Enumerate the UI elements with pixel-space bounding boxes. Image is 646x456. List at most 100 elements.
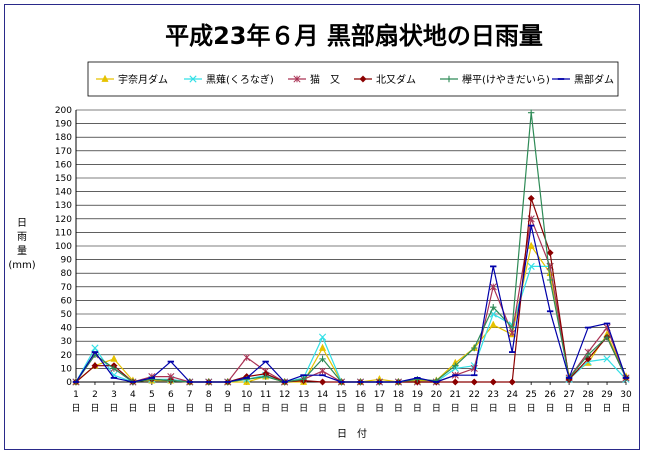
data-point bbox=[546, 276, 554, 284]
x-tick-label: 6 bbox=[168, 390, 174, 400]
data-point bbox=[489, 283, 497, 291]
series-6 bbox=[72, 224, 630, 383]
data-point bbox=[603, 355, 611, 363]
data-point bbox=[489, 378, 497, 386]
data-point bbox=[584, 351, 592, 358]
y-tick-label: 140 bbox=[55, 188, 72, 198]
chart-frame bbox=[4, 4, 640, 450]
legend-marker bbox=[189, 75, 197, 83]
x-tick-unit: 日 bbox=[432, 403, 441, 414]
y-tick-label: 60 bbox=[61, 296, 73, 306]
x-tick-unit: 日 bbox=[451, 403, 460, 414]
x-tick-unit: 日 bbox=[565, 403, 574, 414]
series-line bbox=[75, 112, 627, 383]
x-tick-label: 11 bbox=[260, 390, 271, 400]
data-point bbox=[243, 353, 251, 362]
y-tick-label: 150 bbox=[55, 174, 72, 184]
legend-marker bbox=[293, 75, 301, 83]
data-point bbox=[167, 377, 175, 384]
y-tick-label: 40 bbox=[61, 324, 73, 334]
legend: 宇奈月ダム 黒薙(くろなぎ) 猫 又 北又ダム 欅平(けやきだいら) 黒部ダム bbox=[87, 61, 619, 97]
x-tick-unit: 日 bbox=[470, 403, 479, 414]
plot-area: 0102030405060708090100110120130140150160… bbox=[55, 106, 632, 414]
x-tick-unit: 日 bbox=[394, 403, 403, 414]
data-point bbox=[470, 378, 478, 386]
chart-title: 平成23年６月 黒部扇状地の日雨量 bbox=[165, 22, 543, 50]
data-point bbox=[318, 333, 327, 341]
x-tick-label: 1 bbox=[73, 390, 79, 400]
y-tick-label: 120 bbox=[55, 215, 72, 225]
y-tick-label: 20 bbox=[61, 351, 73, 361]
x-tick-label: 3 bbox=[111, 390, 117, 400]
y-tick-label: 130 bbox=[55, 201, 72, 211]
data-point bbox=[262, 373, 269, 380]
x-tick-label: 18 bbox=[393, 390, 405, 400]
legend-label: 欅平(けやきだいら) bbox=[462, 74, 550, 86]
x-tick-unit: 日 bbox=[128, 403, 137, 414]
x-tick-label: 10 bbox=[241, 390, 253, 400]
series-1 bbox=[72, 241, 630, 385]
x-tick-label: 30 bbox=[620, 390, 632, 400]
x-tick-label: 19 bbox=[412, 390, 424, 400]
x-tick-label: 8 bbox=[206, 390, 212, 400]
x-tick-label: 14 bbox=[317, 390, 329, 400]
data-point bbox=[490, 304, 497, 311]
data-point bbox=[318, 378, 327, 386]
data-point bbox=[110, 354, 118, 362]
x-tick-unit: 日 bbox=[109, 403, 118, 414]
x-tick-label: 20 bbox=[431, 390, 443, 400]
x-axis-label: 日 付 bbox=[337, 427, 367, 440]
x-tick-label: 23 bbox=[488, 390, 499, 400]
x-tick-label: 28 bbox=[582, 390, 594, 400]
x-tick-label: 29 bbox=[601, 390, 613, 400]
x-tick-label: 26 bbox=[544, 390, 556, 400]
y-tick-label: 50 bbox=[61, 310, 73, 320]
x-tick-unit: 日 bbox=[356, 403, 365, 414]
x-tick-unit: 日 bbox=[489, 403, 498, 414]
y-axis-label: 日雨量 (mm) bbox=[8, 218, 35, 271]
x-tick-label: 15 bbox=[336, 390, 347, 400]
x-tick-label: 2 bbox=[92, 390, 98, 400]
y-tick-label: 80 bbox=[61, 269, 73, 279]
y-tick-label: 100 bbox=[55, 242, 72, 252]
data-point bbox=[527, 109, 535, 116]
x-tick-label: 24 bbox=[506, 390, 518, 400]
data-point bbox=[546, 249, 554, 257]
x-tick-unit: 日 bbox=[318, 403, 327, 414]
x-tick-label: 16 bbox=[355, 390, 367, 400]
x-tick-unit: 日 bbox=[166, 403, 175, 414]
y-axis-label-part: 量 bbox=[17, 245, 27, 257]
data-point bbox=[91, 344, 99, 352]
data-point bbox=[300, 376, 307, 383]
x-tick-unit: 日 bbox=[621, 403, 630, 414]
x-tick-label: 5 bbox=[149, 390, 155, 400]
x-tick-unit: 日 bbox=[546, 403, 555, 414]
x-tick-label: 4 bbox=[130, 390, 136, 400]
legend-marker bbox=[359, 75, 367, 83]
data-point bbox=[603, 333, 611, 341]
data-point bbox=[527, 194, 535, 202]
y-tick-label: 10 bbox=[61, 364, 73, 374]
x-tick-unit: 日 bbox=[71, 403, 80, 414]
data-point bbox=[451, 378, 459, 386]
x-tick-unit: 日 bbox=[147, 403, 156, 414]
data-point bbox=[508, 378, 516, 386]
series-line bbox=[75, 225, 627, 383]
y-tick-label: 90 bbox=[61, 256, 73, 266]
y-tick-label: 30 bbox=[61, 337, 73, 347]
y-axis-label-part: (mm) bbox=[8, 260, 35, 271]
data-point bbox=[110, 365, 118, 372]
x-tick-unit: 日 bbox=[375, 403, 384, 414]
y-axis-label-part: 雨 bbox=[17, 232, 27, 243]
legend-label: 北又ダム bbox=[376, 73, 416, 86]
legend-label: 猫 又 bbox=[310, 73, 340, 86]
x-tick-unit: 日 bbox=[527, 403, 536, 414]
x-tick-unit: 日 bbox=[185, 403, 194, 414]
legend-label: 黒薙(くろなぎ) bbox=[206, 73, 274, 86]
x-tick-unit: 日 bbox=[242, 403, 251, 414]
x-tick-unit: 日 bbox=[299, 403, 308, 414]
y-tick-label: 0 bbox=[66, 378, 72, 388]
x-tick-label: 27 bbox=[563, 390, 574, 400]
x-tick-label: 21 bbox=[450, 390, 461, 400]
data-point bbox=[318, 343, 327, 351]
